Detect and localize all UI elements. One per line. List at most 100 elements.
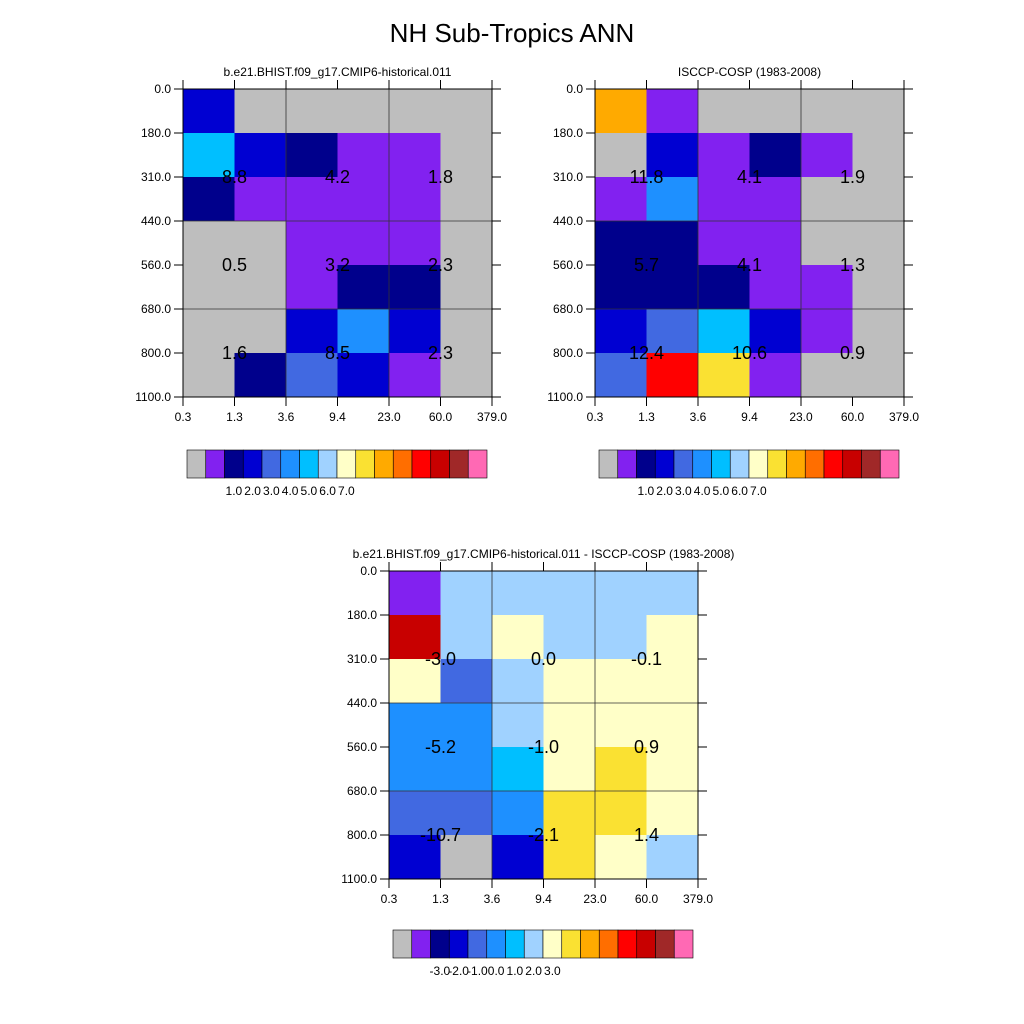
colorbar-swatch [654, 449, 675, 479]
heatmap-cell [595, 571, 647, 616]
heatmap-cell [286, 353, 338, 398]
y-tick-label: 680.0 [553, 302, 583, 316]
cell-value-label: 1.3 [840, 255, 865, 275]
colorbar-swatch [617, 449, 637, 479]
heatmap-cell [337, 309, 390, 354]
heatmap-cell [801, 265, 853, 310]
colorbar-label: 6.0 [731, 484, 748, 498]
panel-3: b.e21.BHIST.f09_g17.CMIP6-historical.011… [341, 547, 734, 978]
colorbar-swatch [467, 929, 488, 959]
heatmap-cell [286, 265, 338, 310]
heatmap-cell [595, 835, 647, 880]
heatmap-cell [337, 353, 390, 398]
x-tick-label: 379.0 [683, 892, 713, 906]
heatmap-cell [595, 89, 647, 134]
colorbar-swatch [486, 929, 506, 959]
heatmap-cell [646, 133, 699, 178]
heatmap-cell [183, 89, 235, 134]
heatmap-cell [595, 353, 647, 398]
x-tick-label: 379.0 [477, 410, 507, 424]
y-tick-label: 680.0 [141, 302, 171, 316]
cell-value-label: 0.0 [531, 649, 556, 669]
cell-value-label: 0.9 [634, 737, 659, 757]
heatmap-cell [286, 177, 338, 222]
heatmap-cell [389, 221, 441, 266]
heatmap-cell [440, 571, 493, 616]
colorbar-label: 5.0 [301, 484, 318, 498]
heatmap-cell [389, 133, 441, 178]
heatmap-cell [440, 265, 493, 310]
colorbar-swatch [636, 929, 656, 959]
colorbar-swatch [823, 449, 844, 479]
heatmap-cell [852, 133, 905, 178]
colorbar-swatch [804, 449, 825, 479]
heatmap-cell [852, 221, 905, 266]
heatmap-cell [389, 615, 441, 660]
heatmap-cell [286, 89, 338, 134]
heatmap-cell [646, 747, 699, 792]
cell-value-label: 12.4 [629, 343, 664, 363]
x-tick-label: 1.3 [432, 892, 449, 906]
x-tick-label: 379.0 [889, 410, 919, 424]
y-tick-label: 0.0 [360, 564, 377, 578]
x-tick-label: 3.6 [690, 410, 707, 424]
y-tick-label: 800.0 [141, 346, 171, 360]
heatmap-cell [234, 221, 287, 266]
heatmap-cell [492, 659, 544, 704]
colorbar-label: 4.0 [282, 484, 299, 498]
y-tick-label: 680.0 [347, 784, 377, 798]
x-tick-label: 60.0 [635, 892, 659, 906]
heatmap-cell [492, 703, 544, 748]
x-tick-label: 0.3 [587, 410, 604, 424]
heatmap-cell [543, 659, 596, 704]
colorbar-swatch [767, 449, 787, 479]
heatmap-cell [234, 353, 287, 398]
heatmap-cell [389, 265, 441, 310]
heatmap-cell [801, 177, 853, 222]
cell-value-label: 5.7 [634, 255, 659, 275]
y-tick-label: 440.0 [141, 214, 171, 228]
colorbar-swatch [374, 449, 394, 479]
heatmap-cell [646, 571, 699, 616]
heatmap-cell [543, 747, 596, 792]
heatmap-cell [698, 177, 750, 222]
heatmap-cell [749, 265, 802, 310]
colorbar-label: -3.0 [430, 964, 451, 978]
heatmap-cell [698, 309, 750, 354]
heatmap-cell [646, 177, 699, 222]
cell-value-label: 1.8 [428, 167, 453, 187]
panel-title: b.e21.BHIST.f09_g17.CMIP6-historical.011… [353, 547, 735, 561]
heatmap-cell [595, 747, 647, 792]
colorbar-label: 2.0 [656, 484, 673, 498]
heatmap-cell [852, 265, 905, 310]
heatmap-cell [440, 791, 493, 836]
heatmap-cell [646, 615, 699, 660]
heatmap-cell [286, 221, 338, 266]
heatmap-cell [543, 835, 596, 880]
heatmap-cell [234, 309, 287, 354]
colorbar-label: 3.0 [544, 964, 561, 978]
y-tick-label: 180.0 [141, 126, 171, 140]
heatmap-cell [234, 89, 287, 134]
heatmap-cell [389, 703, 441, 748]
y-tick-label: 0.0 [154, 82, 171, 96]
x-tick-label: 0.3 [381, 892, 398, 906]
heatmap-cell [337, 133, 390, 178]
heatmap-cell [801, 353, 853, 398]
colorbar: 1.0 2.0 3.0 4.0 5.0 6.0 7.0 [598, 449, 900, 498]
heatmap-cell [389, 835, 441, 880]
colorbar-label: 7.0 [750, 484, 767, 498]
colorbar-swatch [879, 449, 900, 479]
colorbar-swatch [280, 449, 300, 479]
figure-title: NH Sub-Tropics ANN [390, 18, 635, 48]
cell-value-label: 1.9 [840, 167, 865, 187]
colorbar-label: 1.0 [226, 484, 243, 498]
cell-value-label: -1.0 [528, 737, 559, 757]
colorbar-label: 0.0 [488, 964, 505, 978]
heatmap-cell [389, 659, 441, 704]
y-tick-label: 440.0 [347, 696, 377, 710]
heatmap-cell [749, 177, 802, 222]
colorbar-swatch [673, 929, 694, 959]
cell-value-label: 10.6 [732, 343, 767, 363]
x-tick-label: 3.6 [278, 410, 295, 424]
